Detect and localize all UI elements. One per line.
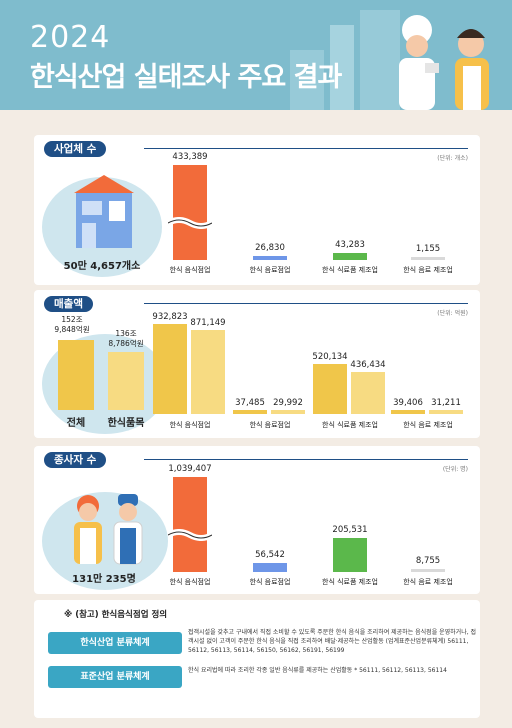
category-label: 한식 식료품 제조업 <box>322 266 378 274</box>
category-label: 한식 식료품 제조업 <box>322 578 378 586</box>
bar-hansik <box>271 410 305 414</box>
value-label: 56,542 <box>255 549 285 560</box>
sales-total-value-line1: 152조 <box>61 315 83 324</box>
section-title: 사업체 수 <box>44 141 107 157</box>
value-label: 43,283 <box>335 239 365 250</box>
category-label: 한식 음식점업 <box>169 266 211 274</box>
unit-label: (단위: 개소) <box>437 155 468 162</box>
sales-hansik-value-line1: 136조 <box>115 329 137 338</box>
value-label: 39,406 <box>393 398 423 408</box>
building-graphic <box>360 10 400 110</box>
axis-break-mark <box>168 217 212 230</box>
reference-box: ※ (참고) 한식음식점업 정의 한식산업 분류체계 접객시설을 갖추고 구내에… <box>34 600 480 718</box>
value-label: 932,823 <box>152 311 188 322</box>
classification-text-hansik: 접객시설을 갖추고 구내에서 직접 소비할 수 있도록 주문한 한식 음식을 조… <box>188 629 477 654</box>
bar-1 <box>253 255 287 260</box>
classification-button-standard[interactable]: 표준산업 분류체계 <box>48 666 182 688</box>
page-title: 한식산업 실태조사 주요 결과 <box>30 62 342 93</box>
total-employee-count: 131만 235명 <box>72 574 136 585</box>
category-label: 한식 음료점업 <box>249 578 291 586</box>
bar-total <box>233 410 267 414</box>
store-illustration <box>74 175 134 248</box>
bar-0 <box>173 165 207 260</box>
category-label: 한식 음식점업 <box>169 421 211 429</box>
sales-hansik-value-line2: 8,786억원 <box>108 339 144 348</box>
value-label: 436,434 <box>350 359 386 370</box>
bar-total <box>313 363 347 414</box>
category-label: 한식 음료점업 <box>249 266 291 274</box>
chefs-illustration <box>399 15 489 110</box>
bar-total <box>391 410 425 414</box>
category-label: 한식 음료점업 <box>249 421 291 429</box>
axis-break-mark <box>168 529 212 542</box>
value-label: 31,211 <box>431 398 461 408</box>
value-label: 29,992 <box>273 398 303 408</box>
reference-title: ※ (참고) 한식음식점업 정의 <box>64 610 168 620</box>
value-label: 37,485 <box>235 398 265 408</box>
value-label: 8,755 <box>415 556 441 566</box>
value-label: 205,531 <box>332 525 368 536</box>
value-label: 1,039,407 <box>168 464 212 474</box>
value-label: 26,830 <box>255 242 285 253</box>
building-graphic <box>290 50 324 110</box>
category-label: 한식 식료품 제조업 <box>322 421 378 429</box>
bar-hansik <box>191 329 225 414</box>
sales-total-bar <box>58 340 94 410</box>
section-divider <box>144 148 468 149</box>
section-title: 종사자 수 <box>44 452 107 468</box>
value-label: 433,389 <box>172 152 208 162</box>
bar-3 <box>411 257 445 260</box>
bar-2 <box>333 252 367 260</box>
value-label: 520,134 <box>312 351 348 362</box>
panel-sales: 매출액 (단위: 억원) 152조 9,848억원 136조 8,786억원 전… <box>34 290 480 438</box>
classification-text-standard: 한식 요리법에 따라 조리한 각종 일반 음식류를 제공하는 산업활동 * 56… <box>188 667 447 674</box>
unit-label: (단위: 명) <box>442 466 468 473</box>
section-divider <box>144 459 468 460</box>
header-banner: 2024 한식산업 실태조사 주요 결과 <box>0 0 512 110</box>
sales-hansik-label: 한식품목 <box>107 418 145 429</box>
building-graphic <box>330 25 354 110</box>
category-label: 한식 음료 제조업 <box>403 421 453 429</box>
sales-hansik-bar <box>108 352 144 410</box>
bar-total <box>153 323 187 414</box>
classification-button-hansik[interactable]: 한식산업 분류체계 <box>48 632 182 654</box>
total-business-count: 50만 4,657개소 <box>63 261 141 272</box>
category-label: 한식 음료 제조업 <box>403 266 453 274</box>
sales-total-label: 전체 <box>66 418 86 429</box>
bar-hansik <box>429 410 463 414</box>
sales-total-value-line2: 9,848억원 <box>54 325 90 334</box>
panel-business-count: 사업체 수 (단위: 개소) 50만 4,657개소 <box>34 135 480 285</box>
category-label: 한식 음료 제조업 <box>403 578 453 586</box>
category-label: 한식 음식점업 <box>169 578 211 586</box>
bar-hansik <box>351 371 385 414</box>
section-divider <box>144 303 468 304</box>
value-label: 1,155 <box>415 244 441 254</box>
value-label: 871,149 <box>190 317 226 328</box>
bar-2 <box>333 538 367 572</box>
illustration-circle <box>42 492 168 590</box>
bar-3 <box>411 569 445 572</box>
bar-1 <box>253 562 287 572</box>
section-title: 매출액 <box>44 296 93 312</box>
bar-0 <box>173 477 207 572</box>
report-year: 2024 <box>30 20 111 55</box>
workers-illustration <box>74 494 143 565</box>
unit-label: (단위: 억원) <box>437 310 468 317</box>
